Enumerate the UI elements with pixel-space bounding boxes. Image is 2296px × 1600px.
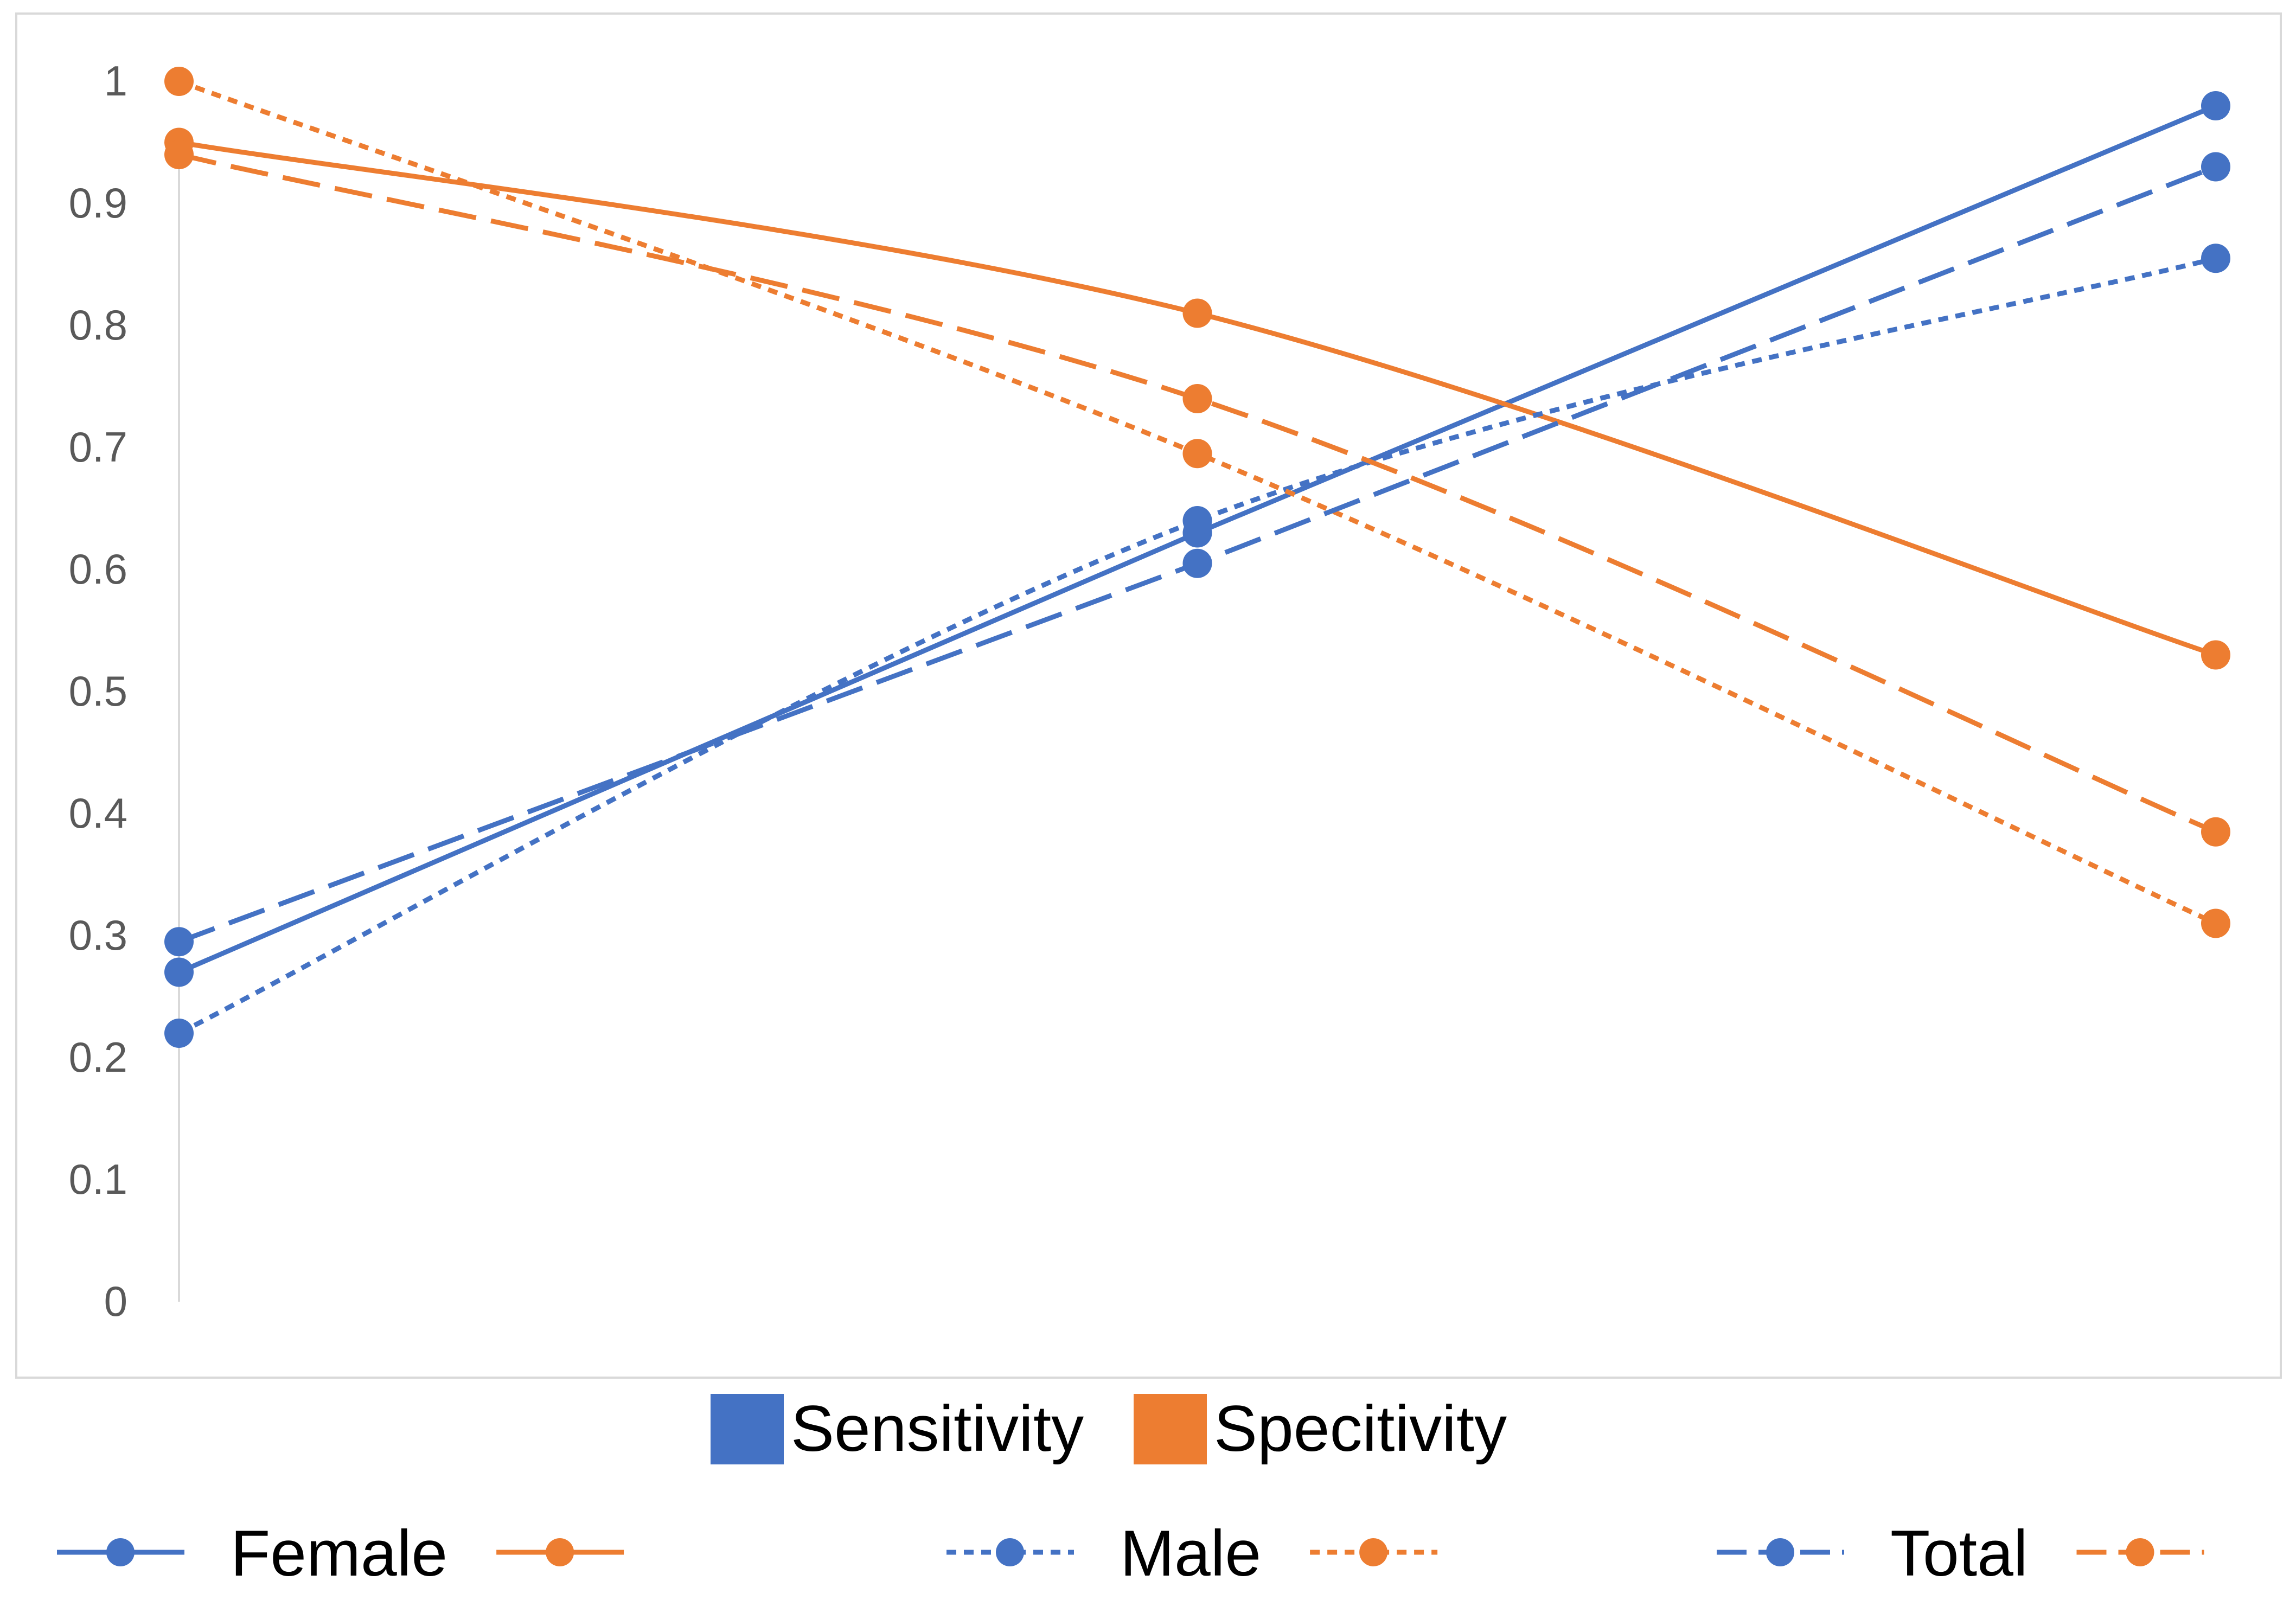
legend-label-total: Total bbox=[1890, 1517, 2028, 1590]
series-point-female-specificity bbox=[2201, 640, 2230, 670]
series-point-total-specificity bbox=[164, 140, 194, 169]
y-tick-label: 0.4 bbox=[69, 789, 127, 837]
legend-sample-total-sensitivity-marker bbox=[1766, 1538, 1794, 1566]
series-point-female-sensitivity bbox=[2201, 91, 2230, 120]
y-tick-label: 0.3 bbox=[69, 911, 127, 959]
legend-groups: Female Male Total bbox=[57, 1517, 2204, 1590]
legend-swatch-specitivity bbox=[1134, 1394, 1207, 1464]
y-tick-label: 0.2 bbox=[69, 1033, 127, 1081]
y-tick-label: 0.9 bbox=[69, 179, 127, 227]
series-point-female-sensitivity bbox=[164, 957, 194, 987]
plot-area-border bbox=[15, 12, 2282, 1379]
series-point-total-sensitivity bbox=[164, 927, 194, 957]
y-axis-ticks: 0 0.1 0.2 0.3 0.4 0.5 0.6 0.7 0.8 0.9 1 bbox=[69, 57, 127, 1325]
y-tick-label: 0.6 bbox=[69, 545, 127, 593]
series-point-male-specificity bbox=[2201, 908, 2230, 938]
series-point-male-sensitivity bbox=[2201, 244, 2230, 273]
legend-sample-female-specificity-marker bbox=[546, 1538, 574, 1566]
series-point-male-sensitivity bbox=[164, 1019, 194, 1048]
legend-sample-total-specificity-marker bbox=[2126, 1538, 2154, 1566]
y-tick-label: 0.7 bbox=[69, 423, 127, 471]
legend-sample-female-sensitivity-marker bbox=[106, 1538, 135, 1566]
legend-label-male: Male bbox=[1120, 1517, 1261, 1590]
legend-label-female: Female bbox=[231, 1517, 447, 1590]
series-point-total-specificity bbox=[2201, 817, 2230, 847]
series-point-total-sensitivity bbox=[1182, 548, 1212, 578]
series-point-female-specificity bbox=[1182, 298, 1212, 328]
series-point-total-specificity bbox=[1182, 384, 1212, 413]
series-point-total-sensitivity bbox=[2201, 152, 2230, 182]
legend-label-specitivity: Specitivity bbox=[1214, 1392, 1507, 1465]
y-tick-label: 0 bbox=[104, 1277, 127, 1325]
legend-sample-male-sensitivity-marker bbox=[996, 1538, 1024, 1566]
series-layer bbox=[164, 67, 2230, 1048]
y-tick-label: 0.8 bbox=[69, 301, 127, 349]
series-point-male-sensitivity bbox=[1182, 506, 1212, 535]
y-tick-label: 1 bbox=[104, 57, 127, 105]
legend-label-sensitivity: Sensitivity bbox=[791, 1392, 1084, 1465]
series-point-male-specificity bbox=[164, 67, 194, 96]
y-tick-label: 0.5 bbox=[69, 667, 127, 715]
series-point-male-specificity bbox=[1182, 439, 1212, 469]
legend-swatch-sensitivity bbox=[711, 1394, 784, 1464]
legend-sample-male-specificity-marker bbox=[1359, 1538, 1388, 1566]
y-tick-label: 0.1 bbox=[69, 1155, 127, 1203]
series-line-total-specificity bbox=[178, 152, 2217, 834]
legend-metrics: Sensitivity Specitivity bbox=[711, 1392, 1507, 1465]
